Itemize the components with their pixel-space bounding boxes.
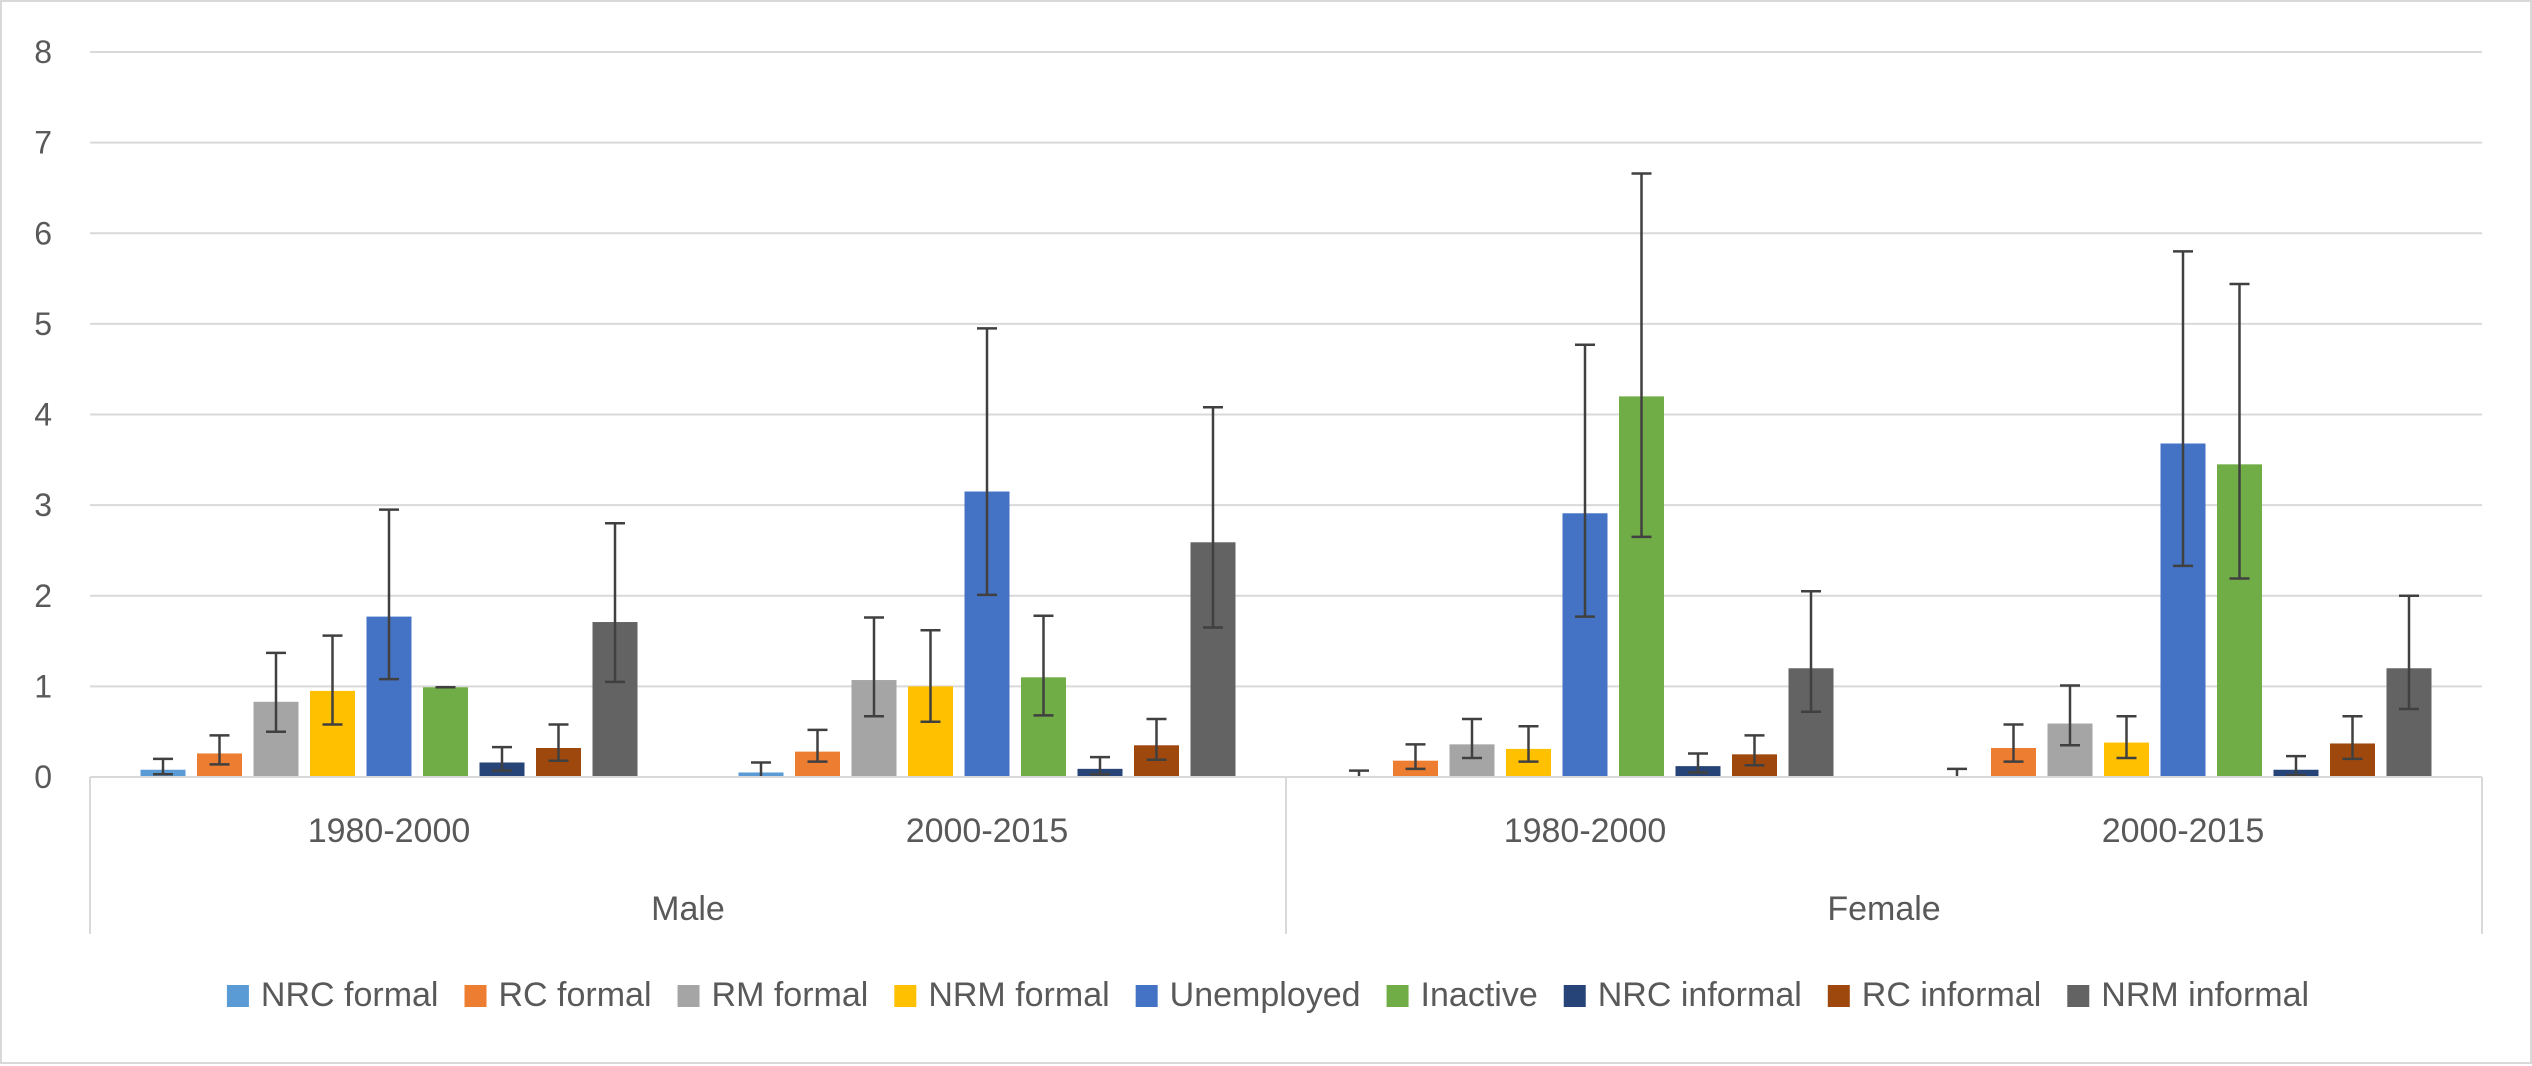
x-tick-label: 2000-2015 bbox=[906, 812, 1069, 850]
y-axis-ticks: 0 1 2 3 4 5 6 7 8 bbox=[34, 34, 52, 795]
y-tick-label: 3 bbox=[34, 487, 52, 523]
x-group-label: Male bbox=[651, 890, 725, 928]
legend-label: RM formal bbox=[712, 976, 869, 1014]
legend-label: Unemployed bbox=[1170, 976, 1361, 1014]
legend-item: RM formal bbox=[677, 976, 869, 1014]
legend-item: NRM informal bbox=[2067, 976, 2309, 1014]
error-bars bbox=[153, 172, 2419, 777]
legend-item: NRM formal bbox=[894, 976, 1110, 1014]
legend-swatch bbox=[677, 985, 700, 1007]
x-tick-label: 1980-2000 bbox=[1504, 812, 1667, 850]
y-tick-label: 0 bbox=[34, 759, 52, 795]
legend-swatch bbox=[2067, 985, 2090, 1007]
legend-label: NRC informal bbox=[1598, 976, 1802, 1014]
legend: NRC formal RC formal RM formal NRM formal Un… bbox=[226, 976, 2309, 1014]
legend-item: Unemployed bbox=[1135, 976, 1361, 1014]
legend-swatch bbox=[1827, 985, 1850, 1007]
y-tick-label: 2 bbox=[34, 578, 52, 614]
y-tick-label: 8 bbox=[34, 34, 52, 70]
y-tick-label: 1 bbox=[34, 668, 52, 704]
legend-swatch bbox=[1386, 985, 1409, 1007]
x-axis: 1980-2000 2000-2015 1980-2000 2000-2015 Male… bbox=[89, 776, 2483, 934]
bars bbox=[140, 396, 2432, 777]
y-tick-label: 5 bbox=[34, 306, 52, 342]
legend-swatch bbox=[464, 985, 487, 1007]
legend-label: RC informal bbox=[1862, 976, 2041, 1014]
y-tick-label: 7 bbox=[34, 125, 52, 161]
bar bbox=[423, 687, 468, 777]
y-tick-label: 6 bbox=[34, 215, 52, 251]
legend-label: NRC formal bbox=[261, 976, 439, 1014]
gridlines bbox=[90, 51, 2482, 688]
x-group-label: Female bbox=[1827, 890, 1940, 928]
legend-swatch bbox=[1563, 985, 1586, 1007]
legend-item: RC informal bbox=[1827, 976, 2041, 1014]
legend-label: Inactive bbox=[1421, 976, 1538, 1014]
legend-item: NRC formal bbox=[226, 976, 439, 1014]
x-tick-label: 1980-2000 bbox=[308, 812, 471, 850]
legend-item: Inactive bbox=[1386, 976, 1538, 1014]
legend-item: NRC informal bbox=[1563, 976, 1802, 1014]
legend-swatch bbox=[894, 985, 917, 1007]
legend-label: NRM formal bbox=[928, 976, 1109, 1014]
legend-swatch bbox=[1135, 985, 1158, 1007]
y-tick-label: 4 bbox=[34, 397, 52, 433]
legend-label: RC formal bbox=[498, 976, 651, 1014]
legend-swatch bbox=[226, 985, 249, 1007]
legend-label: NRM informal bbox=[2101, 976, 2309, 1014]
legend-item: RC formal bbox=[464, 976, 652, 1014]
x-tick-label: 2000-2015 bbox=[2102, 812, 2265, 850]
